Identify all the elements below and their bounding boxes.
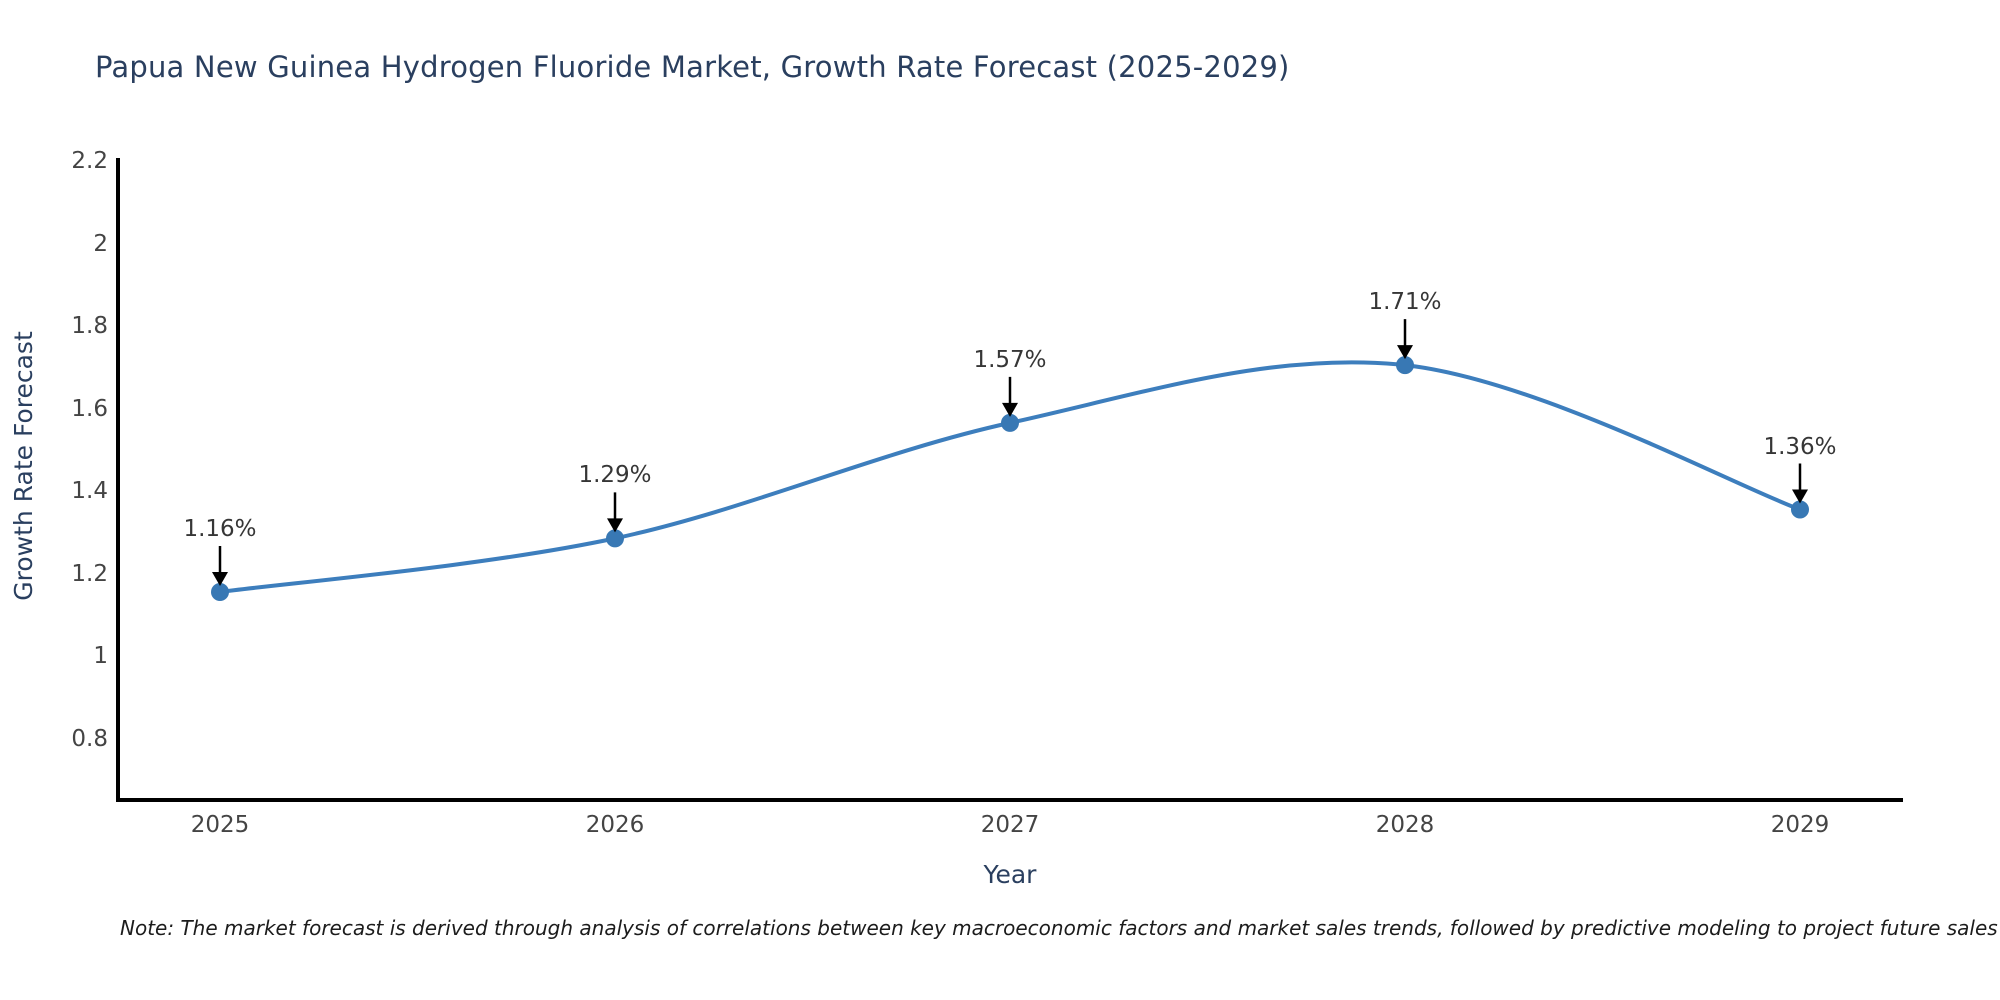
y-tick-label: 1.6: [71, 395, 108, 422]
axis-lines: [116, 158, 1903, 802]
x-tick-label: 2028: [1375, 812, 1435, 838]
annotation-arrow-head: [1397, 345, 1413, 360]
data-point-value-label: 1.57%: [973, 346, 1047, 373]
y-tick-label: 0.8: [71, 725, 108, 752]
annotation-arrow-head: [1002, 402, 1018, 417]
data-point-marker: [1001, 413, 1019, 432]
x-axis-title: Year: [983, 860, 1037, 889]
x-tick-label: 2025: [190, 812, 250, 838]
y-tick-label: 1.8: [71, 313, 108, 339]
y-tick-label: 1.2: [71, 560, 108, 587]
x-tick-label: 2027: [980, 812, 1040, 838]
data-point-value-label: 1.36%: [1763, 433, 1837, 460]
y-tick-label: 2: [93, 230, 108, 257]
data-point-value-label: 1.71%: [1368, 289, 1442, 316]
y-tick-label: 2.2: [71, 148, 108, 174]
data-point-marker: [1396, 356, 1414, 375]
data-point-marker: [606, 529, 624, 548]
data-point-value-label: 1.29%: [578, 462, 652, 489]
y-tick-label: 1.4: [71, 478, 108, 504]
x-tick-label: 2026: [585, 812, 645, 838]
data-point-marker: [1791, 500, 1809, 519]
x-tick-label: 2029: [1770, 812, 1830, 838]
chart-title: Papua New Guinea Hydrogen Fluoride Marke…: [95, 50, 1290, 84]
annotation-arrow-head: [1792, 489, 1808, 504]
annotation-arrow-head: [212, 572, 228, 586]
y-tick-label: 1: [93, 643, 108, 669]
data-point-marker: [211, 583, 229, 601]
footnote: Note: The market forecast is derived thr…: [120, 916, 1998, 940]
data-point-value-label: 1.16%: [183, 516, 257, 542]
annotation-arrow-head: [607, 518, 623, 533]
